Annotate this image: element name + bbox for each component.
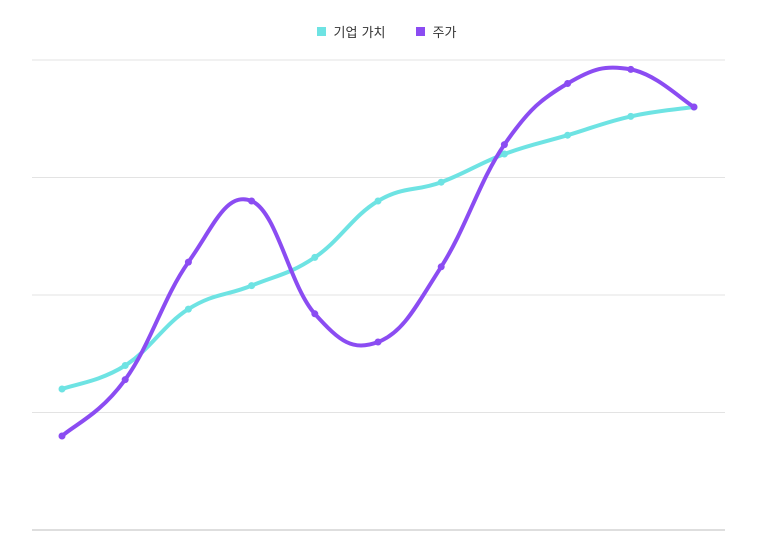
legend-item-stock-price[interactable]: 주가	[415, 22, 457, 41]
data-point-enterprise-value[interactable]	[184, 305, 192, 313]
data-point-stock-price[interactable]	[311, 310, 319, 318]
data-point-stock-price[interactable]	[437, 263, 445, 271]
legend-label-enterprise-value: 기업 가치	[333, 26, 386, 41]
data-point-enterprise-value[interactable]	[500, 150, 508, 158]
data-point-enterprise-value[interactable]	[627, 112, 635, 120]
data-point-stock-price[interactable]	[564, 80, 572, 87]
data-point-stock-price[interactable]	[627, 65, 635, 73]
data-point-enterprise-value[interactable]	[58, 385, 66, 393]
data-point-enterprise-value[interactable]	[121, 362, 129, 369]
data-point-stock-price[interactable]	[248, 197, 256, 205]
data-point-enterprise-value[interactable]	[311, 253, 319, 261]
legend-swatch-enterprise-value	[316, 27, 326, 36]
legend: 기업 가치 주가	[0, 22, 773, 41]
data-point-enterprise-value[interactable]	[248, 282, 256, 290]
data-point-enterprise-value[interactable]	[374, 197, 382, 205]
data-point-enterprise-value[interactable]	[437, 178, 445, 186]
legend-item-enterprise-value[interactable]: 기업 가치	[316, 22, 386, 41]
legend-label-stock-price: 주가	[432, 26, 457, 41]
series-line-enterprise-value[interactable]	[60, 105, 696, 391]
data-point-stock-price[interactable]	[184, 258, 192, 266]
data-point-stock-price[interactable]	[690, 103, 698, 111]
data-point-stock-price[interactable]	[500, 141, 508, 149]
legend-swatch-stock-price	[415, 27, 425, 36]
data-point-enterprise-value[interactable]	[564, 131, 572, 139]
data-point-stock-price[interactable]	[374, 338, 382, 346]
series-line-stock-price[interactable]	[60, 65, 696, 438]
data-point-stock-price[interactable]	[121, 376, 129, 384]
data-point-stock-price[interactable]	[58, 432, 66, 440]
